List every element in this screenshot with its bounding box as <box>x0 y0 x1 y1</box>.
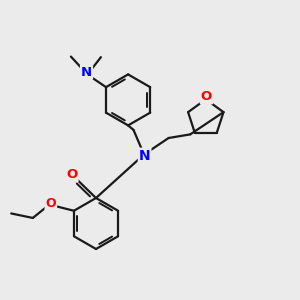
Text: N: N <box>139 149 150 163</box>
Text: O: O <box>46 197 56 210</box>
Text: O: O <box>201 90 212 104</box>
Text: N: N <box>81 66 92 79</box>
Text: O: O <box>66 168 78 181</box>
Text: /: / <box>69 52 70 54</box>
